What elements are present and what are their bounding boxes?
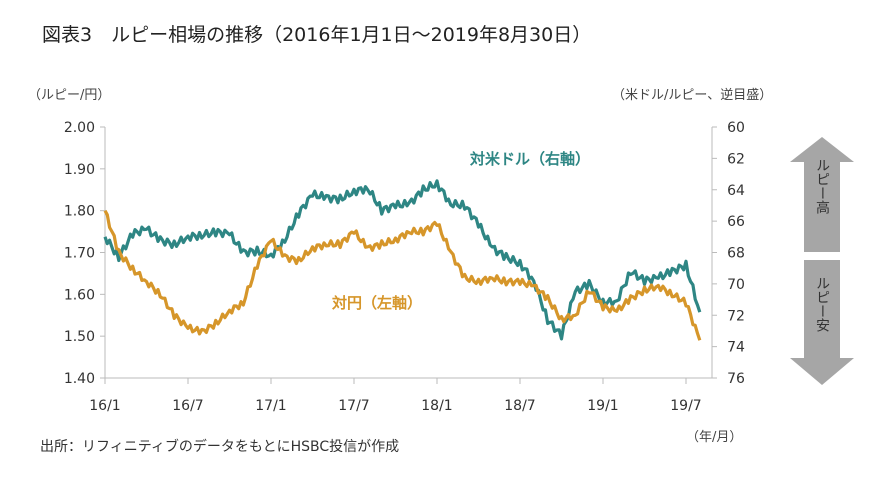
x-tick-label: 19/1 xyxy=(587,398,618,414)
rupee-down-arrow-icon xyxy=(790,260,854,385)
left-axis-unit: （ルピー/円） xyxy=(28,88,111,103)
left-tick-label: 1.80 xyxy=(64,204,95,220)
rupee-up-arrow-icon xyxy=(790,137,854,252)
left-tick-label: 1.90 xyxy=(64,162,95,178)
x-axis-unit: （年/月） xyxy=(686,430,743,445)
jpy-series-label: 対円（左軸） xyxy=(331,294,422,312)
rupee-down-label: ルピー安 xyxy=(814,276,830,332)
right-tick-label: 60 xyxy=(727,120,745,136)
right-tick-label: 62 xyxy=(727,151,745,167)
source-note: 出所：リフィニティブのデータをもとにHSBC投信が作成 xyxy=(40,439,400,455)
left-tick-label: 1.50 xyxy=(64,329,95,345)
left-tick-label: 1.70 xyxy=(64,246,95,262)
x-tick-label: 18/1 xyxy=(421,398,452,414)
x-tick-label: 17/7 xyxy=(338,398,369,414)
x-tick-label: 17/1 xyxy=(255,398,286,414)
right-tick-label: 74 xyxy=(727,340,745,356)
rupee-up-label: ルピー高 xyxy=(814,158,830,214)
x-tick-label: 19/7 xyxy=(670,398,701,414)
right-tick-label: 64 xyxy=(727,183,745,199)
right-axis-unit: （米ドル/ルピー、逆目盛） xyxy=(612,88,773,103)
right-tick-label: 68 xyxy=(727,246,745,262)
jpy-series-line xyxy=(103,209,702,341)
left-tick-label: 2.00 xyxy=(64,120,95,136)
usd-series-line xyxy=(103,179,702,341)
x-tick-label: 18/7 xyxy=(504,398,535,414)
x-tick-label: 16/7 xyxy=(172,398,203,414)
right-tick-label: 70 xyxy=(727,277,745,293)
right-tick-label: 76 xyxy=(727,371,745,387)
figure-title: 図表3 ルピー相場の推移（2016年1月1日～2019年8月30日） xyxy=(42,24,592,46)
x-tick-label: 16/1 xyxy=(89,398,120,414)
right-tick-label: 66 xyxy=(727,214,745,230)
left-tick-label: 1.60 xyxy=(64,287,95,303)
left-tick-label: 1.40 xyxy=(64,371,95,387)
usd-series-label: 対米ドル（右軸） xyxy=(469,150,590,168)
right-tick-label: 72 xyxy=(727,308,745,324)
